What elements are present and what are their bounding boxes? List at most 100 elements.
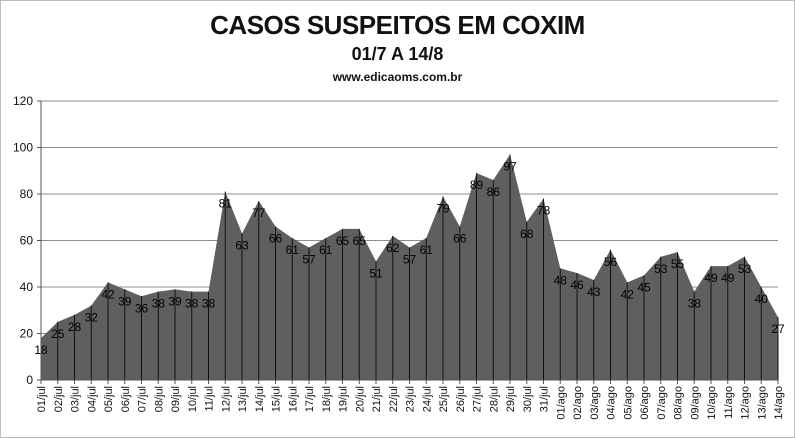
- x-tick-label: 23/jul: [405, 386, 417, 412]
- data-label: 55: [671, 257, 685, 271]
- data-label: 49: [721, 271, 735, 285]
- x-tick-label: 01/jul: [36, 386, 48, 412]
- data-label: 38: [688, 297, 702, 311]
- data-label: 18: [34, 343, 48, 357]
- x-tick-label: 13/jul: [237, 386, 249, 412]
- x-tick-label: 08/jul: [153, 386, 165, 412]
- y-tick-label: 40: [20, 280, 34, 294]
- chart-subtitle: 01/7 A 14/8: [351, 44, 444, 64]
- source-url: www.edicaoms.com.br: [332, 70, 463, 84]
- x-tick-label: 09/ago: [689, 386, 701, 420]
- x-tick-label: 15/jul: [271, 386, 283, 412]
- data-label: 42: [101, 287, 115, 301]
- data-label: 78: [537, 204, 551, 218]
- x-tick-label: 10/ago: [706, 386, 718, 420]
- x-tick-label: 10/jul: [187, 386, 199, 412]
- data-label: 40: [755, 292, 769, 306]
- x-tick-label: 28/jul: [488, 386, 500, 412]
- data-label: 53: [654, 262, 668, 276]
- chart-title: CASOS SUSPEITOS EM COXIM: [210, 10, 585, 40]
- data-label: 43: [587, 285, 601, 299]
- x-axis: 01/jul 02/jul 03/jul 04/jul 05/jul 06/jul 07/j…: [36, 379, 785, 420]
- data-label: 28: [68, 320, 82, 334]
- data-label: 81: [219, 197, 233, 211]
- data-label: 62: [386, 241, 400, 255]
- x-tick-label: 31/jul: [539, 386, 551, 412]
- data-label: 49: [704, 271, 718, 285]
- data-label: 66: [453, 232, 467, 246]
- x-tick-label: 06/jul: [120, 386, 132, 412]
- data-label: 42: [621, 287, 635, 301]
- x-tick-label: 12/jul: [220, 386, 232, 412]
- x-tick-label: 02/jul: [53, 386, 65, 412]
- data-label: 97: [503, 159, 517, 173]
- x-tick-label: 02/ago: [572, 386, 584, 420]
- data-label: 45: [637, 280, 651, 294]
- data-label: 38: [202, 297, 216, 311]
- data-label: 57: [403, 252, 417, 266]
- data-label: 65: [336, 234, 350, 248]
- data-label: 61: [286, 243, 300, 257]
- x-tick-label: 04/ago: [606, 386, 618, 420]
- data-label: 63: [235, 239, 249, 253]
- x-tick-label: 11/jul: [204, 386, 216, 411]
- x-tick-label: 14/jul: [254, 386, 266, 412]
- data-label: 48: [554, 273, 568, 287]
- x-tick-label: 22/jul: [388, 386, 400, 412]
- x-tick-label: 05/ago: [622, 386, 634, 420]
- data-label: 39: [168, 294, 182, 308]
- data-label: 38: [185, 297, 199, 311]
- y-tick-label: 60: [20, 234, 34, 248]
- x-tick-label: 03/ago: [589, 386, 601, 420]
- data-label: 66: [269, 232, 283, 246]
- data-label: 36: [135, 301, 149, 315]
- x-tick-label: 01/ago: [555, 386, 567, 420]
- y-tick-label: 0: [26, 373, 33, 387]
- y-tick-label: 20: [20, 327, 34, 341]
- data-label: 77: [252, 206, 266, 220]
- x-tick-label: 05/jul: [103, 386, 115, 412]
- x-tick-label: 26/jul: [455, 386, 467, 412]
- data-label: 51: [369, 266, 383, 280]
- data-label: 39: [118, 294, 132, 308]
- x-tick-label: 13/ago: [756, 386, 768, 420]
- x-tick-label: 17/jul: [304, 386, 316, 412]
- area-series: [40, 154, 779, 380]
- x-tick-label: 11/ago: [723, 386, 735, 419]
- x-tick-label: 30/jul: [522, 386, 534, 412]
- data-label: 61: [319, 243, 333, 257]
- data-label: 46: [570, 278, 584, 292]
- x-tick-label: 27/jul: [472, 386, 484, 412]
- data-label: 57: [302, 252, 316, 266]
- x-tick-label: 04/jul: [86, 386, 98, 412]
- x-tick-label: 29/jul: [505, 386, 517, 412]
- y-axis: 0 20 40 60 80 100 120: [13, 94, 42, 387]
- x-tick-label: 06/ago: [639, 386, 651, 420]
- data-label: 32: [85, 311, 99, 325]
- x-tick-label: 12/ago: [740, 386, 752, 420]
- x-tick-label: 09/jul: [170, 386, 182, 412]
- data-label: 86: [487, 185, 501, 199]
- x-tick-label: 03/jul: [70, 386, 82, 412]
- x-tick-label: 20/jul: [354, 386, 366, 412]
- data-label: 53: [738, 262, 752, 276]
- y-tick-label: 80: [20, 187, 34, 201]
- x-tick-label: 25/jul: [438, 386, 450, 412]
- data-label: 38: [152, 297, 166, 311]
- data-label: 25: [51, 327, 65, 341]
- x-tick-label: 07/ago: [656, 386, 668, 420]
- x-tick-label: 07/jul: [137, 386, 149, 412]
- x-tick-label: 24/jul: [421, 386, 433, 412]
- x-tick-label: 08/ago: [673, 386, 685, 420]
- x-tick-label: 19/jul: [338, 386, 350, 412]
- data-label: 68: [520, 227, 534, 241]
- data-label: 61: [420, 243, 434, 257]
- data-label: 65: [353, 234, 367, 248]
- y-tick-label: 100: [13, 141, 33, 155]
- data-label: 27: [771, 322, 785, 336]
- x-tick-label: 16/jul: [287, 386, 299, 412]
- x-tick-label: 21/jul: [371, 386, 383, 412]
- data-label: 79: [436, 201, 450, 215]
